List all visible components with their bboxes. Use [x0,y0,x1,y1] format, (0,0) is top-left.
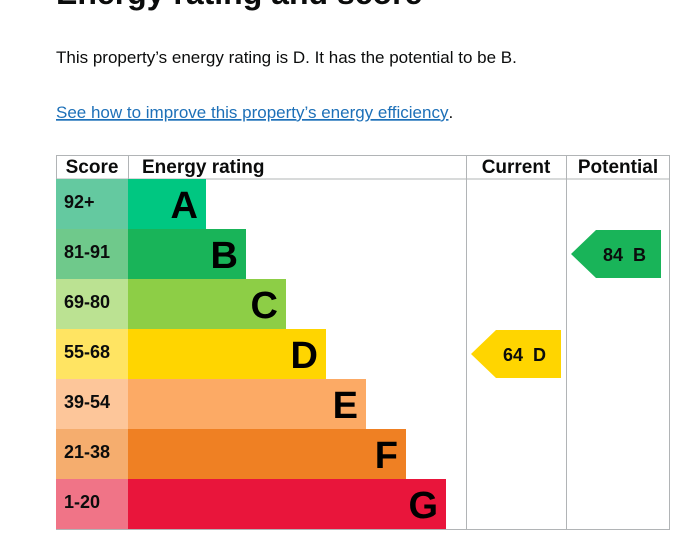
band-letter: A [171,185,198,227]
potential-value: 84 [603,245,623,265]
rating-bar [128,229,246,279]
column-header: Potential [578,157,658,178]
rating-bar [128,429,406,479]
column-header: Score [66,157,119,178]
potential-arrow [571,230,661,278]
score-cell [56,429,128,479]
score-cell [56,229,128,279]
score-cell [56,329,128,379]
link-end: . [448,103,453,122]
rating-bar [128,279,286,329]
score-cell [56,179,128,229]
current-letter: D [533,345,546,365]
score-cell [56,379,128,429]
band-letter: F [375,435,398,477]
score-cell [56,279,128,329]
potential-letter: B [633,245,646,265]
column-header: Energy rating [142,157,264,178]
current-value: 64 [503,345,523,365]
band-score: 21-38 [64,442,110,462]
band-letter: B [211,235,238,277]
current-arrow [471,330,561,378]
band-letter: D [291,335,318,377]
intro: This property’s energy rating is D. It h… [56,48,517,67]
rating-bar [128,329,326,379]
link[interactable]: See how to improve this property’s energ… [56,103,449,122]
rating-bar [128,479,446,529]
band-score: 81-91 [64,242,110,262]
score-cell [56,479,128,529]
band-score: 92+ [64,192,95,212]
band-score: 39-54 [64,392,110,412]
band-letter: G [408,485,438,527]
column-header: Current [482,157,551,178]
rating-bar [128,179,206,229]
band-score: 69-80 [64,292,110,312]
band-letter: C [251,285,278,327]
band-score: 1-20 [64,492,100,512]
band-score: 55-68 [64,342,110,362]
rating-bar [128,379,366,429]
heading: Energy rating and score [56,0,422,11]
band-letter: E [333,385,358,427]
